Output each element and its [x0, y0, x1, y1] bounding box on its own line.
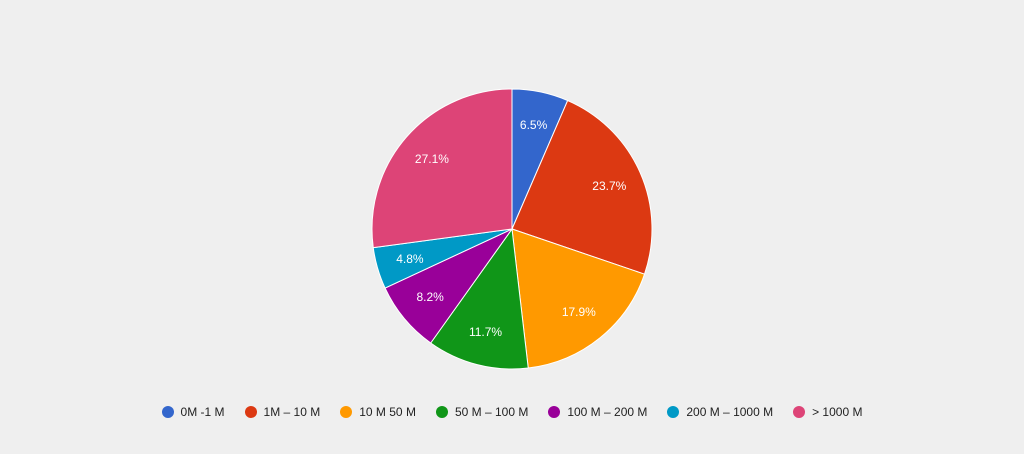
pie-slices — [371, 88, 653, 370]
legend-item[interactable]: 200 M – 1000 M — [667, 405, 773, 419]
legend-swatch-icon — [161, 406, 174, 418]
pie-slice-label: 4.8% — [396, 252, 424, 266]
pie-slice[interactable] — [371, 88, 513, 249]
pie-slice-label: 17.9% — [562, 305, 596, 319]
pie-slice-label: 6.5% — [520, 118, 548, 132]
legend-swatch-icon — [548, 406, 561, 418]
pie-slice-labels: 6.5% 23.7% 17.9% 11.7% 8.2% 4.8% 27.1% — [396, 118, 626, 339]
pie-slice-label: 27.1% — [415, 152, 449, 166]
legend-label: > 1000 M — [812, 405, 863, 419]
legend-swatch-icon — [435, 406, 448, 418]
legend-swatch-icon — [340, 406, 353, 418]
pie-slice[interactable] — [511, 99, 653, 275]
legend-label: 1M – 10 M — [263, 405, 321, 419]
chart-legend: 0M -1 M 1M – 10 M 10 M 50 M 50 M – 100 M 100… — [0, 402, 1024, 422]
legend-item[interactable]: 50 M – 100 M — [435, 405, 529, 419]
legend-label: 50 M – 100 M — [454, 405, 529, 419]
legend-swatch-icon — [793, 406, 806, 418]
legend-swatch-icon — [244, 406, 257, 418]
legend-label: 10 M 50 M — [359, 405, 416, 419]
pie-slice[interactable] — [430, 227, 529, 370]
pie-slice-label: 23.7% — [592, 179, 626, 193]
legend-label: 100 M – 200 M — [567, 405, 648, 419]
legend-label: 0M -1 M — [180, 405, 225, 419]
pie-slice-label: 11.7% — [469, 325, 502, 339]
legend-item[interactable]: 0M -1 M — [161, 405, 225, 419]
pie-slice-label: 8.2% — [416, 290, 444, 304]
legend-item[interactable]: 10 M 50 M — [340, 405, 416, 419]
legend-item[interactable]: 1M – 10 M — [244, 405, 321, 419]
pie-slice[interactable] — [511, 228, 646, 369]
legend-item[interactable]: > 1000 M — [793, 405, 862, 419]
legend-item[interactable]: 100 M – 200 M — [548, 405, 647, 419]
legend-label: 200 M – 1000 M — [686, 405, 774, 419]
legend-swatch-icon — [667, 406, 680, 418]
